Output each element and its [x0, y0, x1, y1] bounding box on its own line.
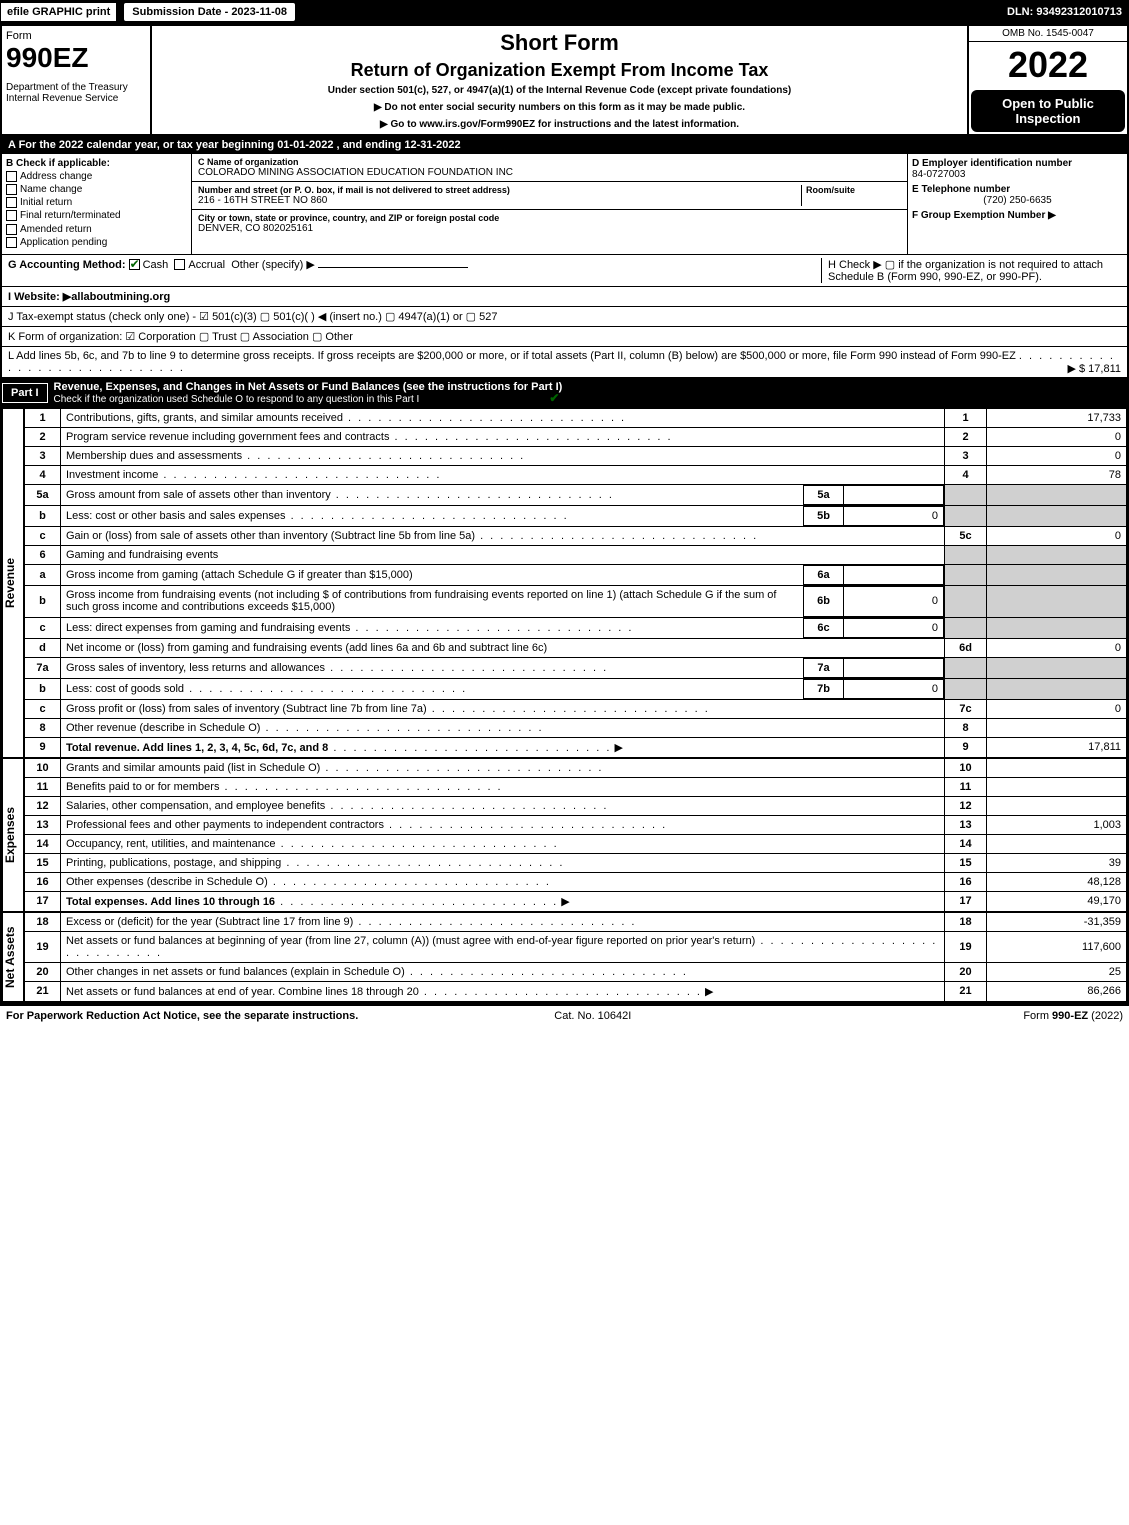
- net-assets-section: Net Assets 18Excess or (deficit) for the…: [2, 912, 1127, 1002]
- addr-label: Number and street (or P. O. box, if mail…: [198, 185, 801, 195]
- street-address: 216 - 16TH STREET NO 860: [198, 195, 327, 206]
- dln-label: DLN: 93492312010713: [1007, 6, 1128, 18]
- line-k: K Form of organization: ☑ Corporation ▢ …: [2, 327, 1127, 347]
- line-l-text: L Add lines 5b, 6c, and 7b to line 9 to …: [8, 350, 1016, 362]
- opt-cash: Cash: [143, 259, 169, 271]
- header-right: OMB No. 1545-0047 2022 Open to Public In…: [967, 26, 1127, 134]
- cb-initial-return[interactable]: Initial return: [6, 197, 187, 208]
- form-number: 990EZ: [6, 42, 146, 74]
- tel-label: E Telephone number: [912, 184, 1123, 195]
- box-d-e-f: D Employer identification number 84-0727…: [907, 154, 1127, 254]
- tax-year: 2022: [969, 42, 1127, 88]
- form-frame: Form 990EZ Department of the Treasury In…: [0, 24, 1129, 1004]
- top-bar: efile GRAPHIC print Submission Date - 20…: [0, 0, 1129, 24]
- addr-cell: Number and street (or P. O. box, if mail…: [192, 182, 907, 210]
- city-label: City or town, state or province, country…: [198, 213, 499, 223]
- line-g-h: G Accounting Method: Cash Accrual Other …: [2, 255, 1127, 287]
- opt-accrual: Accrual: [188, 259, 225, 271]
- part-1-header: Part I Revenue, Expenses, and Changes in…: [2, 378, 1127, 408]
- side-expenses: Expenses: [2, 758, 24, 912]
- cb-final-return[interactable]: Final return/terminated: [6, 210, 187, 221]
- room-label: Room/suite: [806, 185, 901, 195]
- ein-value: 84-0727003: [912, 169, 1123, 180]
- header-left: Form 990EZ Department of the Treasury In…: [2, 26, 152, 134]
- line-l-amount: ▶ $ 17,811: [1067, 362, 1121, 375]
- footer-cat: Cat. No. 10642I: [554, 1010, 631, 1022]
- line-a: A For the 2022 calendar year, or tax yea…: [2, 136, 1127, 154]
- title-short: Short Form: [158, 30, 961, 56]
- part-1-tag: Part I: [2, 383, 48, 403]
- city-cell: City or town, state or province, country…: [192, 210, 907, 237]
- box-c: C Name of organization COLORADO MINING A…: [192, 154, 907, 254]
- tel-value: (720) 250-6635: [912, 195, 1123, 206]
- expenses-section: Expenses 10Grants and similar amounts pa…: [2, 758, 1127, 912]
- form-word: Form: [6, 30, 146, 42]
- website-line[interactable]: I Website: ▶allaboutmining.org: [8, 291, 170, 303]
- box-b: B Check if applicable: Address change Na…: [2, 154, 192, 254]
- cb-name-change[interactable]: Name change: [6, 184, 187, 195]
- part-1-title: Revenue, Expenses, and Changes in Net As…: [54, 381, 563, 393]
- efile-label[interactable]: efile GRAPHIC print: [1, 3, 118, 21]
- form-header: Form 990EZ Department of the Treasury In…: [2, 26, 1127, 136]
- subtitle: Under section 501(c), 527, or 4947(a)(1)…: [158, 85, 961, 96]
- line-h: H Check ▶ ▢ if the organization is not r…: [821, 258, 1121, 283]
- cb-amended-return[interactable]: Amended return: [6, 224, 187, 235]
- note-url[interactable]: ▶ Go to www.irs.gov/Form990EZ for instru…: [158, 119, 961, 130]
- city-state-zip: DENVER, CO 802025161: [198, 223, 313, 234]
- expenses-table: 10Grants and similar amounts paid (list …: [24, 758, 1127, 912]
- note-ssn: ▶ Do not enter social security numbers o…: [158, 102, 961, 113]
- cb-application-pending[interactable]: Application pending: [6, 237, 187, 248]
- revenue-table: 1Contributions, gifts, grants, and simil…: [24, 408, 1127, 758]
- box-b-header: B Check if applicable:: [6, 158, 187, 169]
- org-name: COLORADO MINING ASSOCIATION EDUCATION FO…: [198, 167, 513, 178]
- ein-label: D Employer identification number: [912, 158, 1123, 169]
- cb-cash[interactable]: [129, 259, 140, 270]
- page-footer: For Paperwork Reduction Act Notice, see …: [0, 1004, 1129, 1026]
- side-net-assets: Net Assets: [2, 912, 24, 1002]
- section-b-through-f: B Check if applicable: Address change Na…: [2, 154, 1127, 255]
- omb-number: OMB No. 1545-0047: [969, 26, 1127, 42]
- line-j: J Tax-exempt status (check only one) - ☑…: [2, 307, 1127, 327]
- line-g-label: G Accounting Method:: [8, 259, 126, 271]
- part-1-note: Check if the organization used Schedule …: [54, 394, 420, 405]
- side-revenue: Revenue: [2, 408, 24, 758]
- cb-schedule-o[interactable]: [548, 393, 559, 404]
- submission-date: Submission Date - 2023-11-08: [122, 1, 297, 23]
- cb-address-change[interactable]: Address change: [6, 171, 187, 182]
- opt-other: Other (specify) ▶: [231, 259, 315, 271]
- dept-label: Department of the Treasury Internal Reve…: [6, 82, 146, 104]
- cb-accrual[interactable]: [174, 259, 185, 270]
- org-name-label: C Name of organization: [198, 157, 901, 167]
- line-l: L Add lines 5b, 6c, and 7b to line 9 to …: [2, 347, 1127, 378]
- group-exemption-label: F Group Exemption Number ▶: [912, 210, 1123, 221]
- net-assets-table: 18Excess or (deficit) for the year (Subt…: [24, 912, 1127, 1002]
- public-inspection-badge: Open to Public Inspection: [971, 90, 1125, 132]
- line-i: I Website: ▶allaboutmining.org: [2, 287, 1127, 307]
- org-name-cell: C Name of organization COLORADO MINING A…: [192, 154, 907, 182]
- footer-left: For Paperwork Reduction Act Notice, see …: [6, 1010, 358, 1022]
- header-center: Short Form Return of Organization Exempt…: [152, 26, 967, 134]
- revenue-section: Revenue 1Contributions, gifts, grants, a…: [2, 408, 1127, 758]
- footer-right: Form 990-EZ (2022): [1023, 1010, 1123, 1022]
- title-main: Return of Organization Exempt From Incom…: [158, 60, 961, 81]
